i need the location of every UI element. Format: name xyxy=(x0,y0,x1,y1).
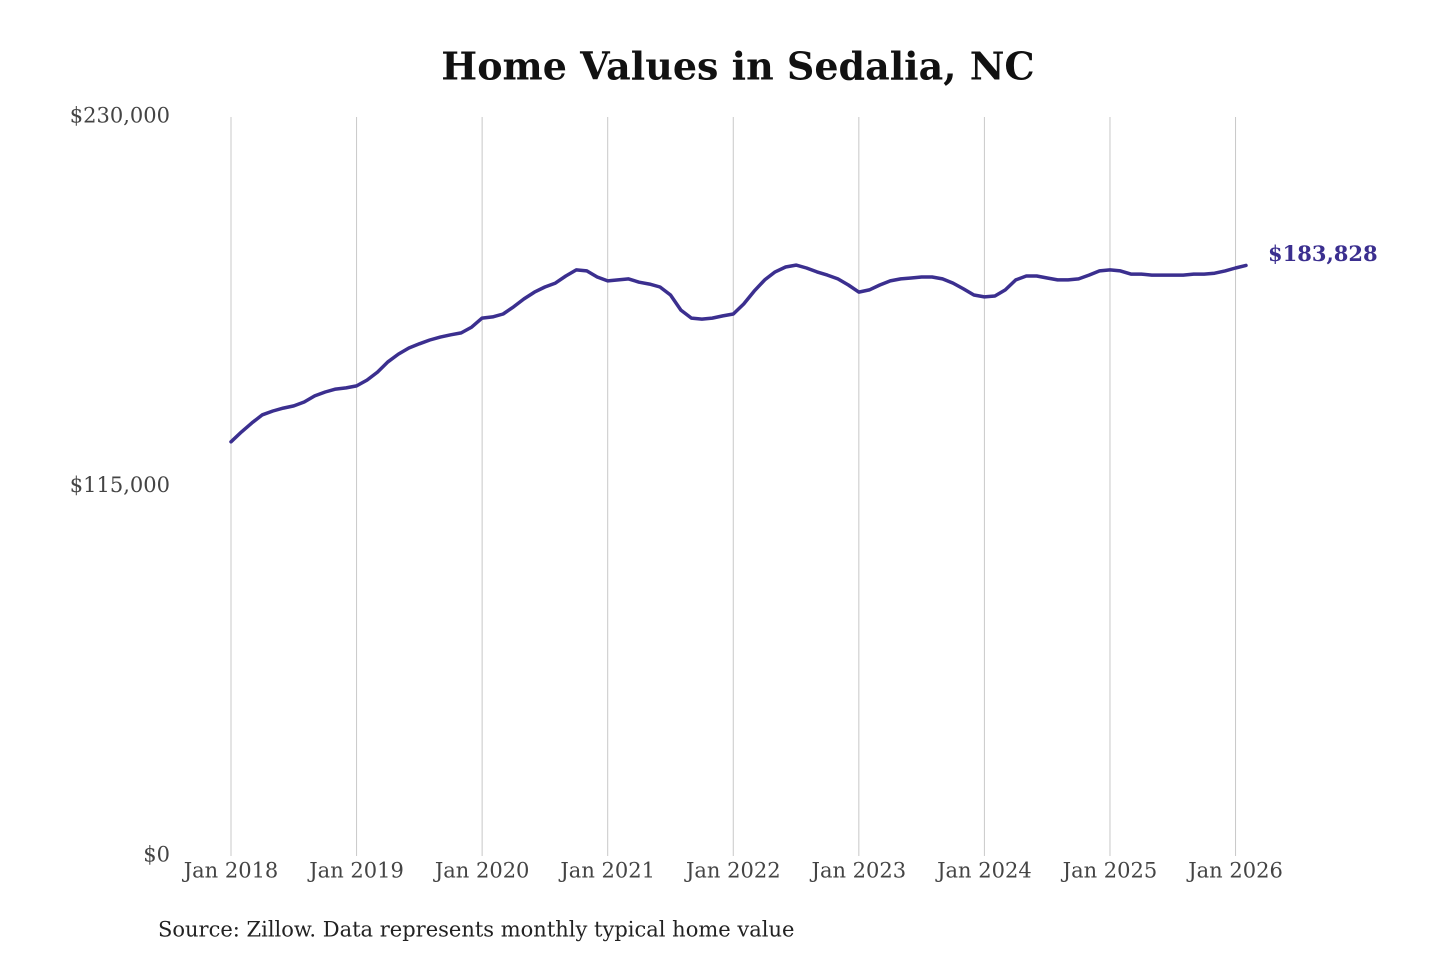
x-tick-label: Jan 2019 xyxy=(307,859,404,883)
y-tick-label: $0 xyxy=(143,843,170,867)
source-note: Source: Zillow. Data represents monthly … xyxy=(158,918,794,942)
x-tick-label: Jan 2022 xyxy=(684,859,781,883)
x-tick-label: Jan 2026 xyxy=(1186,859,1283,883)
y-tick-label: $230,000 xyxy=(70,104,170,128)
y-tick-label: $115,000 xyxy=(70,473,170,497)
x-tick-label: Jan 2018 xyxy=(182,859,279,883)
line xyxy=(229,263,1248,444)
x-tick-label: Jan 2021 xyxy=(558,859,655,883)
chart-title: Home Values in Sedalia, NC xyxy=(441,44,1034,89)
x-tick-label: Jan 2024 xyxy=(935,859,1032,883)
data-label: $183,828 xyxy=(1268,241,1378,266)
x-tick-label: Jan 2020 xyxy=(433,859,530,883)
x-tick-label: Jan 2023 xyxy=(810,859,907,883)
x-tick-label: Jan 2025 xyxy=(1061,859,1158,883)
